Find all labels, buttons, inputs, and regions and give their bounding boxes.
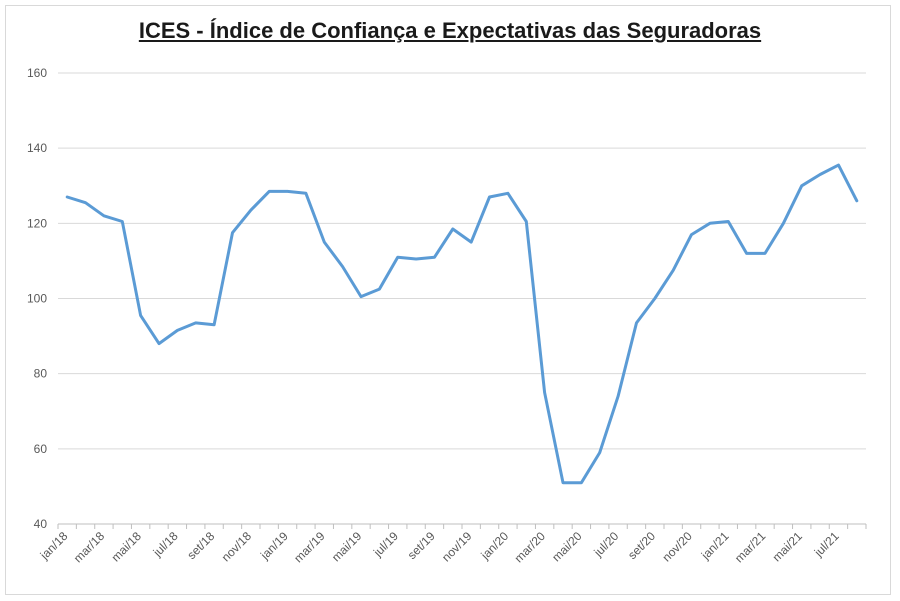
x-tick-label: set/18	[184, 529, 217, 562]
x-tick-label: mar/21	[732, 529, 769, 566]
y-tick-label: 60	[34, 442, 48, 456]
x-tick-label: jan/21	[698, 529, 732, 563]
chart-area	[5, 5, 891, 595]
y-tick-label: 160	[27, 66, 47, 80]
x-tick-label: mar/18	[71, 529, 108, 566]
x-tick-label: set/20	[625, 529, 658, 562]
y-tick-label: 120	[27, 216, 47, 230]
x-tick-label: nov/18	[219, 529, 255, 565]
x-tick-label: jan/19	[257, 529, 291, 563]
y-tick-label: 80	[34, 367, 48, 381]
x-tick-label: mai/19	[329, 529, 365, 565]
y-tick-label: 40	[34, 517, 48, 531]
x-tick-label: nov/19	[439, 529, 475, 565]
x-tick-label: mai/20	[549, 529, 585, 565]
x-tick-label: jul/18	[150, 529, 181, 560]
x-tick-label: jul/19	[370, 529, 401, 560]
series-line	[65, 163, 859, 485]
x-tick-label: jan/18	[37, 529, 71, 563]
x-tick-label: jan/20	[477, 529, 511, 563]
x-tick-label: mar/20	[512, 529, 549, 566]
y-axis: 40 60 80 100 120 140 160	[27, 66, 47, 531]
x-tick-label: jul/20	[590, 529, 621, 560]
x-axis: jan/18 mar/18 mai/18 jul/18 set/18 nov/18 jan/…	[37, 524, 867, 566]
x-tick-label: jul/21	[811, 529, 842, 560]
x-tick-label: mar/19	[291, 529, 328, 566]
chart-title: ICES - Índice de Confiança e Expectativa…	[138, 18, 762, 43]
y-tick-label: 140	[27, 141, 47, 155]
series-ices	[65, 163, 859, 485]
x-tick-label: mai/21	[770, 529, 806, 565]
x-tick-label: mai/18	[109, 529, 145, 565]
x-tick-label: set/19	[405, 529, 438, 562]
x-tick-label: nov/20	[659, 529, 695, 565]
gridlines	[58, 72, 866, 525]
y-tick-label: 100	[27, 292, 47, 306]
